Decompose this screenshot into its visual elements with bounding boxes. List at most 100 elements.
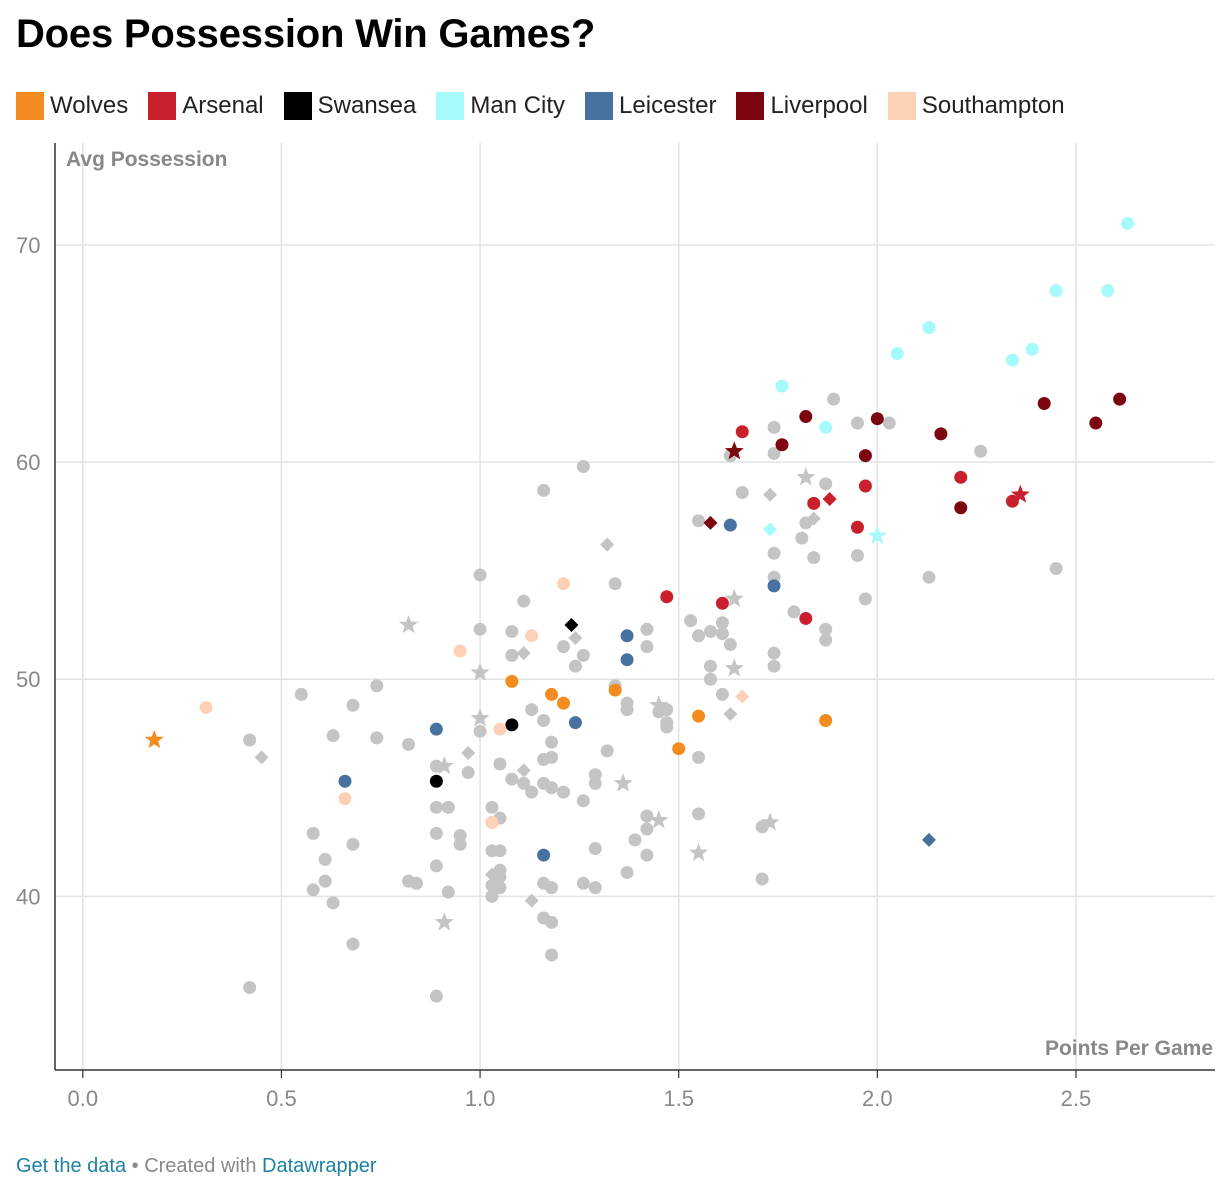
point-other <box>755 820 769 834</box>
point-wolves <box>545 687 559 701</box>
point-liverpool <box>954 501 968 515</box>
point-other <box>318 852 332 866</box>
point-leicester <box>620 653 634 667</box>
y-tick-label: 60 <box>16 450 40 475</box>
point-arsenal <box>735 425 749 439</box>
point-other <box>760 812 780 831</box>
x-tick-label: 1.5 <box>663 1086 694 1111</box>
point-other <box>649 810 669 829</box>
point-man-city <box>1101 284 1115 298</box>
point-other <box>306 826 320 840</box>
point-leicester <box>620 629 634 643</box>
legend-label: Liverpool <box>770 92 868 119</box>
point-other <box>517 776 531 790</box>
point-leicester <box>723 518 737 532</box>
point-arsenal <box>850 520 864 534</box>
point-other <box>473 622 487 636</box>
point-swansea <box>505 718 519 732</box>
point-other <box>470 662 490 681</box>
point-wolves <box>672 742 686 756</box>
point-other <box>243 981 257 995</box>
point-swansea <box>429 774 443 788</box>
point-other <box>724 658 744 677</box>
point-arsenal <box>954 470 968 484</box>
legend-item-wolves[interactable]: Wolves <box>16 92 128 120</box>
point-other <box>660 720 674 734</box>
point-other <box>613 773 633 792</box>
point-other <box>505 624 519 638</box>
point-other <box>858 592 872 606</box>
point-other <box>576 794 590 808</box>
point-other <box>787 605 801 619</box>
get-the-data-link[interactable]: Get the data <box>16 1155 127 1177</box>
point-other <box>703 624 717 638</box>
legend-item-man-city[interactable]: Man City <box>436 92 565 120</box>
point-liverpool <box>934 427 948 441</box>
point-other <box>640 640 654 654</box>
point-other <box>689 842 709 861</box>
point-other <box>576 876 590 890</box>
point-other <box>326 896 340 910</box>
point-other <box>850 548 864 562</box>
point-other <box>493 870 507 884</box>
legend-item-southampton[interactable]: Southampton <box>887 92 1065 120</box>
legend: Wolves Arsenal Swansea Man City Leiceste… <box>16 92 1085 120</box>
point-man-city <box>890 347 904 361</box>
point-other <box>434 756 454 775</box>
point-leicester <box>537 848 551 862</box>
point-other <box>850 416 864 430</box>
point-other <box>453 837 467 851</box>
point-other <box>294 687 308 701</box>
legend-item-liverpool[interactable]: Liverpool <box>736 92 868 120</box>
point-other <box>692 629 706 643</box>
legend-swatch <box>736 92 765 120</box>
legend-item-swansea[interactable]: Swansea <box>283 92 416 120</box>
point-leicester <box>921 832 936 847</box>
point-other <box>723 637 737 651</box>
legend-item-arsenal[interactable]: Arsenal <box>148 92 264 120</box>
point-other <box>649 695 669 714</box>
point-other <box>767 446 781 460</box>
point-other <box>485 800 499 814</box>
x-tick-label: 0.5 <box>266 1086 297 1111</box>
point-other <box>568 630 583 645</box>
x-tick-label: 1.0 <box>465 1086 496 1111</box>
point-other <box>429 826 443 840</box>
legend-label: Man City <box>470 92 566 119</box>
point-arsenal <box>858 479 872 493</box>
x-axis-label: Points Per Game <box>1045 1037 1213 1060</box>
point-wolves <box>819 713 833 727</box>
point-other <box>473 724 487 738</box>
point-other <box>715 687 729 701</box>
point-southampton <box>556 577 570 591</box>
point-other <box>516 763 531 778</box>
point-other <box>600 744 614 758</box>
point-other <box>243 733 257 747</box>
datawrapper-link[interactable]: Datawrapper <box>262 1155 377 1177</box>
legend-item-leicester[interactable]: Leicester <box>585 92 716 120</box>
y-tick-label: 50 <box>16 667 40 692</box>
point-southampton <box>199 700 213 714</box>
x-tick-label: 2.5 <box>1061 1086 1092 1111</box>
legend-swatch <box>887 92 916 120</box>
point-southampton <box>493 722 507 736</box>
point-wolves <box>556 696 570 710</box>
point-other <box>441 885 455 899</box>
point-other <box>767 420 781 434</box>
legend-swatch <box>283 92 312 120</box>
point-leicester <box>568 716 582 730</box>
point-other <box>640 622 654 636</box>
point-other <box>974 444 988 458</box>
point-other <box>461 766 475 780</box>
point-other <box>306 883 320 897</box>
point-southampton <box>735 689 750 704</box>
point-other <box>545 750 559 764</box>
point-other <box>410 876 424 890</box>
point-other <box>827 392 841 406</box>
point-other <box>346 837 360 851</box>
point-other <box>620 703 634 717</box>
y-tick-label: 70 <box>16 233 40 258</box>
point-other <box>326 729 340 743</box>
point-southampton <box>338 792 352 806</box>
point-other <box>517 594 531 608</box>
